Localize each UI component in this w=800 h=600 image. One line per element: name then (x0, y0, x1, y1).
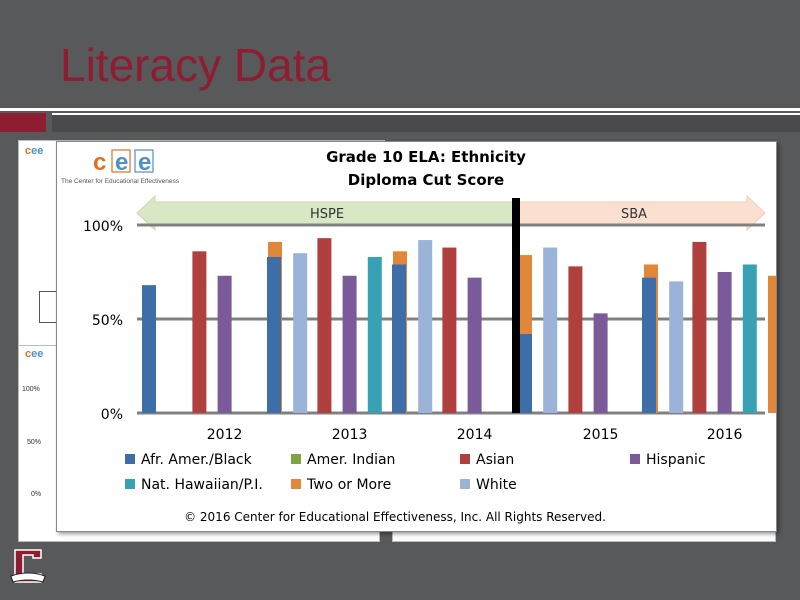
chart-panel: c e e The Center for Educational Effecti… (56, 141, 800, 532)
background-logo-2: cee (25, 348, 44, 360)
bar-2013-afr-amer-black (267, 256, 281, 413)
legend: Afr. Amer./Black Amer. Indian Asian Hispani… (125, 452, 706, 493)
x-tick-label: 2014 (457, 427, 493, 443)
bar-2013-asian (317, 238, 332, 413)
copyright-footer: © 2016 Center for Educational Effectiven… (184, 510, 606, 524)
x-tick-label: 2015 (583, 427, 619, 443)
bar-2015-afr-amer-black (518, 334, 532, 413)
y-tick-100: 100% (83, 219, 123, 235)
bar-2016-asian (692, 241, 707, 413)
chart-svg: c e e The Center for Educational Effecti… (61, 148, 800, 524)
hspe-label: HSPE (310, 207, 344, 222)
legend-swatch (291, 479, 301, 489)
logo-letter-e2: e (138, 149, 151, 176)
logo-letter-c: c (93, 149, 106, 176)
legend-label: Asian (476, 452, 514, 468)
bar-2012-white (293, 253, 308, 413)
bar-2015-hispanic (593, 313, 608, 413)
divider-top (0, 108, 800, 111)
logo-box-2 (134, 149, 154, 173)
bar-2013-white (418, 240, 433, 413)
legend-swatch (460, 454, 470, 464)
y-tick-50: 50% (92, 313, 123, 329)
logo-letter-e1: e (115, 149, 128, 176)
bar-2014-afr-amer-black (392, 264, 406, 413)
legend-label: White (476, 477, 517, 493)
legend-swatch (125, 454, 135, 464)
cee-logo: c e e The Center for Educational Effecti… (61, 149, 180, 185)
legend-label: Afr. Amer./Black (141, 452, 253, 468)
x-tick-label: 2012 (207, 427, 243, 443)
bar-2016-hispanic (717, 272, 732, 413)
bar-2016-nat-hawaiian-p-i- (742, 264, 757, 413)
x-tick-label: 2013 (332, 427, 368, 443)
slide-title-bar: Literacy Data (0, 0, 800, 108)
chart-title: Grade 10 ELA: Ethnicity (326, 148, 526, 166)
accent-bar (0, 113, 46, 132)
legend-swatch (460, 479, 470, 489)
legend-label: Hispanic (646, 452, 706, 468)
legend-swatch (630, 454, 640, 464)
chart-subtitle: Diploma Cut Score (348, 171, 504, 189)
legend-swatch (125, 479, 135, 489)
background-tick-100: 100% (22, 386, 40, 393)
bar-2014-hispanic (467, 277, 482, 413)
bar-2015-white (669, 281, 684, 413)
bar-group (142, 238, 800, 413)
bar-2015-asian (568, 266, 583, 413)
legend-label: Two or More (306, 477, 391, 493)
y-tick-0: 0% (101, 407, 123, 423)
bar-2012-hispanic (217, 275, 232, 413)
logo-caption: The Center for Educational Effectiveness (61, 178, 180, 185)
bar-2016-afr-amer-black (642, 277, 656, 413)
bar-2012-afr-amer-black (142, 285, 156, 413)
bar-2012-asian (192, 251, 207, 413)
bar-2016-two-or-more (768, 275, 782, 413)
background-tick-50: 50% (27, 439, 42, 446)
logo-box-1 (111, 149, 131, 173)
legend-label: Nat. Hawaiian/P.I. (141, 477, 263, 493)
legend-label: Amer. Indian (307, 452, 395, 468)
x-tick-labels: 2012 2013 2014 2015 2016 (207, 427, 743, 443)
bar-2013-nat-hawaiian-p-i- (367, 256, 382, 413)
legend-swatch (291, 454, 301, 464)
bar-2014-asian (442, 247, 457, 413)
sba-label: SBA (621, 207, 647, 222)
x-tick-label: 2016 (707, 427, 743, 443)
background-logo: cee (25, 145, 44, 157)
bar-2014-white (543, 247, 558, 413)
slide-title: Literacy Data (60, 39, 332, 91)
background-tick-0: 0% (31, 491, 42, 498)
bar-2013-hispanic (342, 275, 357, 413)
bruins-logo-icon (10, 549, 46, 583)
divider-band (52, 113, 800, 132)
